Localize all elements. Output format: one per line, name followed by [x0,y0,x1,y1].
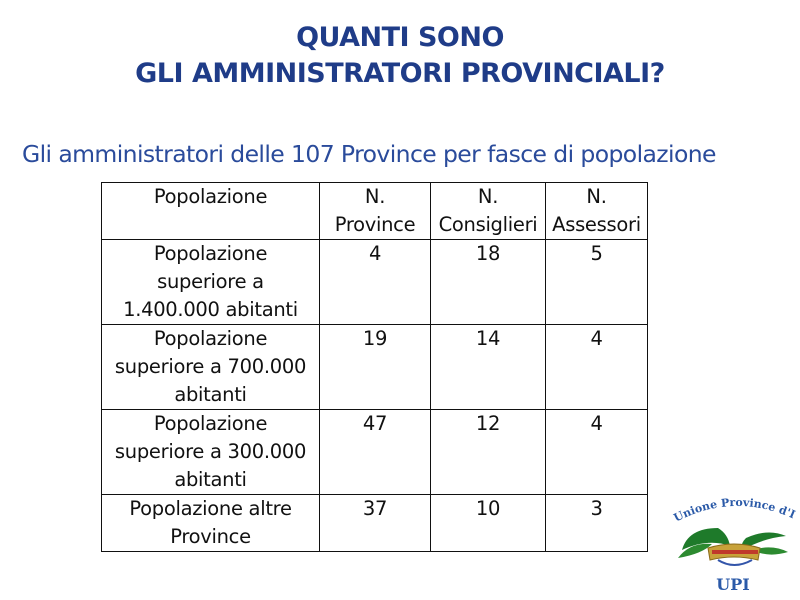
slide-title: QUANTI SONO GLI AMMINISTRATORI PROVINCIA… [135,22,665,89]
header-population: Popolazione [101,182,320,240]
slide-subtitle: Gli amministratori delle 107 Province pe… [22,140,717,168]
header-provinces: N. Province [319,182,431,240]
cell-councillors: 18 [430,239,546,325]
cell-provinces: 19 [319,324,431,410]
table-row: Popolazione superiore a 1.400.000 abitan… [101,239,648,325]
header-councillors: N. Consiglieri [430,182,546,240]
table-row: Popolazione superiore a 300.000 abitanti… [101,409,648,495]
header-assessors: N. Assessori [545,182,648,240]
cell-provinces: 4 [319,239,431,325]
cell-population: Popolazione superiore a 1.400.000 abitan… [101,239,320,325]
table-row: Popolazione altre Province 37 10 3 [101,494,648,552]
logo-acronym: UPI [716,575,749,594]
cell-assessors: 3 [545,494,648,552]
cell-provinces: 47 [319,409,431,495]
cell-provinces: 37 [319,494,431,552]
logo-arc-text: Unione Province d'Italia [664,478,797,525]
cell-councillors: 12 [430,409,546,495]
cell-councillors: 14 [430,324,546,410]
upi-emblem-icon: Unione Province d'Italia UPI [664,478,797,594]
table-row: Popolazione superiore a 700.000 abitanti… [101,324,648,410]
cell-assessors: 5 [545,239,648,325]
administrators-table: Popolazione N. Province N. Consiglieri N… [101,182,648,552]
table-header-row: Popolazione N. Province N. Consiglieri N… [101,182,648,240]
cell-assessors: 4 [545,409,648,495]
cell-councillors: 10 [430,494,546,552]
cell-population: Popolazione superiore a 700.000 abitanti [101,324,320,410]
cell-population: Popolazione altre Province [101,494,320,552]
svg-text:Unione Province d'Italia: Unione Province d'Italia [668,488,797,525]
cell-assessors: 4 [545,324,648,410]
upi-logo: Unione Province d'Italia UPI [664,478,798,596]
cell-population: Popolazione superiore a 300.000 abitanti [101,409,320,495]
